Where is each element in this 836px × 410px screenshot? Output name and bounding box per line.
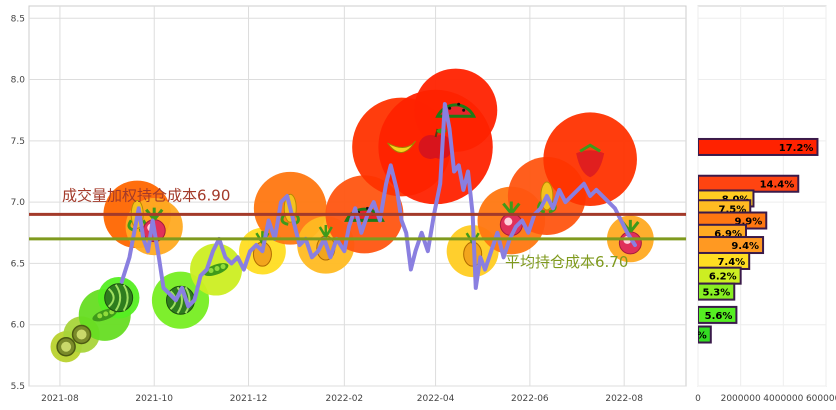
radish-icon: [499, 201, 523, 237]
volume-bar-label: 6.9%: [714, 229, 742, 240]
x-tick-label: 2022-02: [326, 394, 364, 404]
volume-bar: [698, 282, 736, 301]
volume-bars: 17.2%14.4%8.0%7.5%9.9%6.9%9.4%7.4%6.2%5.…: [697, 137, 819, 344]
y-tick-label: 8.5: [11, 14, 25, 24]
volume-bar-label: 9.9%: [735, 217, 763, 228]
y-tick-label: 6.0: [11, 321, 26, 331]
x-tick-label: 2021-08: [41, 394, 79, 404]
main-plot: 5.56.06.57.07.58.08.5 2021-08 2021-10 2021…: [11, 5, 687, 404]
pea-icon: [203, 263, 229, 277]
side-x-axis-ticks: 0 200000040000006000000: [695, 394, 836, 404]
y-tick-label: 6.5: [11, 259, 25, 269]
kiwi-icon: [71, 324, 92, 345]
melon-icon: [104, 283, 134, 313]
price-line-layer: [119, 102, 637, 309]
x-tick-label: 2021-10: [135, 394, 173, 404]
y-tick-label: 7.0: [11, 198, 26, 208]
banana-icon: [387, 140, 416, 153]
volume-bar-label: 17.2%: [779, 143, 814, 154]
side-x-tick-label: 2000000: [721, 394, 761, 404]
reference-label: 平均持仓成本6.70: [505, 253, 628, 271]
side-x-tick-label: 4000000: [763, 394, 803, 404]
y-tick-label: 5.5: [11, 382, 25, 392]
volume-bar-label: 7.4%: [717, 257, 745, 268]
volume-bar-label: 14.4%: [760, 180, 795, 191]
reference-line-layer: [29, 212, 686, 241]
volume-bar: [698, 137, 819, 156]
x-tick-label: 2022-04: [417, 394, 455, 404]
x-tick-label: 2021-12: [230, 394, 268, 404]
reference-labels: 成交量加权持仓成本6.90 平均持仓成本6.70: [62, 186, 628, 271]
side-plot: 17.2%14.4%8.0%7.5%9.9%6.9%9.4%7.4%6.2%5.…: [695, 5, 836, 404]
y-tick-label: 7.5: [11, 137, 25, 147]
x-tick-label: 2022-08: [605, 394, 643, 404]
reference-label: 成交量加权持仓成本6.90: [62, 186, 230, 204]
volume-bar-label: 6.2%: [709, 272, 737, 283]
volume-bar-label: 7.5%: [719, 204, 747, 215]
volume-bar: [698, 325, 712, 344]
volume-bar-label: 5.3%: [703, 288, 731, 299]
volume-bar-label: 9.4%: [731, 241, 759, 252]
volume-bar-label: 5.6%: [705, 311, 733, 322]
side-x-tick-label: 0: [695, 394, 701, 404]
x-tick-label: 2022-06: [511, 394, 549, 404]
price-line: [119, 102, 637, 309]
x-axis-ticks: 2021-08 2021-10 2021-12 2022-02 2022-04 2022-…: [41, 394, 643, 404]
y-axis-ticks: 5.5 6.0 6.5 7.0 7.5 8.0 8.5: [11, 14, 26, 392]
main-grid: [29, 6, 686, 387]
volume-bar-label: %: [697, 331, 707, 342]
y-tick-label: 8.0: [11, 76, 26, 86]
volume-bar: [698, 305, 738, 324]
strawberry-icon: [576, 143, 605, 178]
side-x-tick-label: 6000000: [806, 394, 836, 404]
kiwi-icon: [56, 337, 76, 357]
